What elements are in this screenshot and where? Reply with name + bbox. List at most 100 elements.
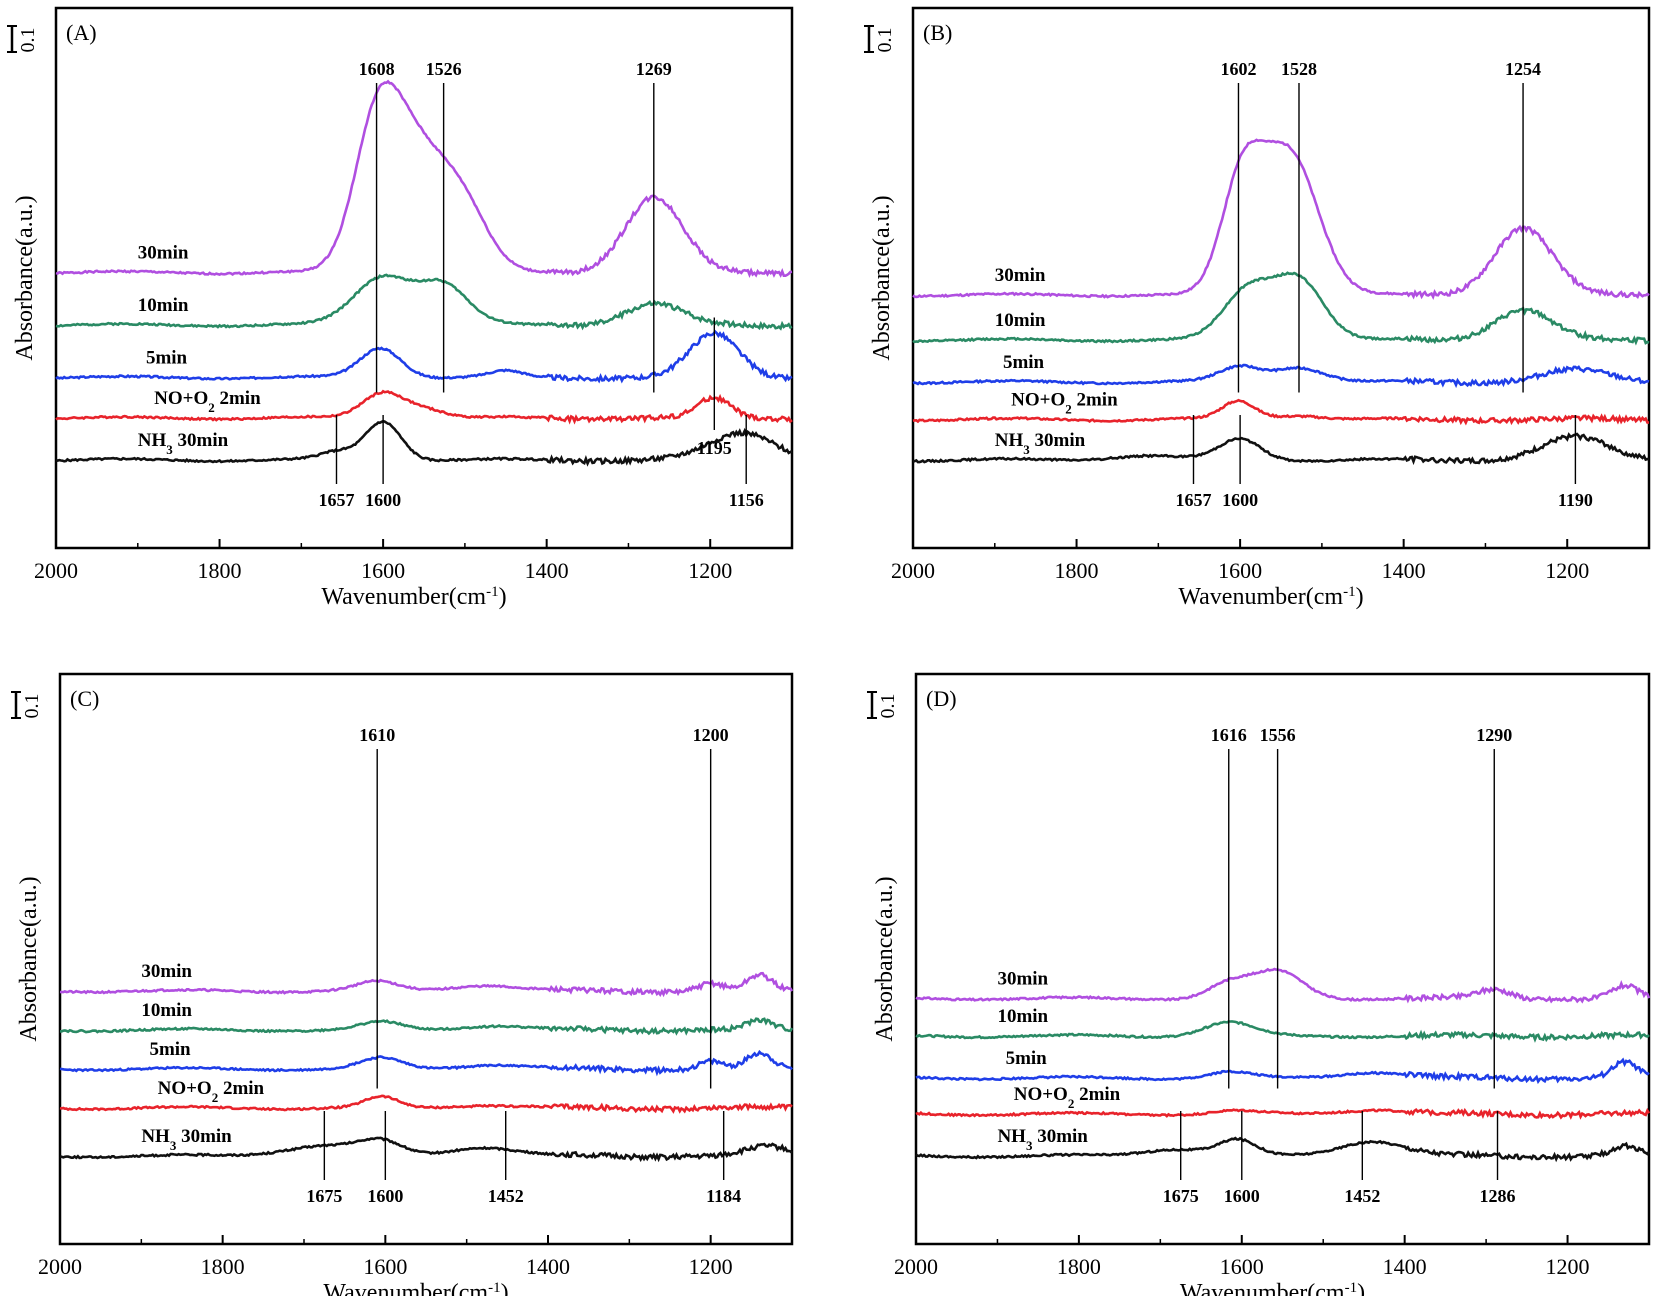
x-tick-label: 1800: [1055, 558, 1099, 583]
plot-frame: [914, 672, 1651, 1246]
x-tick-label: 1400: [526, 1254, 570, 1279]
series-label: NO+O2 2min: [1014, 1084, 1121, 1111]
series-label: 30min: [138, 243, 189, 264]
series-label: 5min: [149, 1039, 191, 1060]
peak-label: 1600: [1224, 1186, 1260, 1206]
x-axis-title: Wavenumber(cm-1): [1178, 584, 1363, 610]
scale-bar-label: 0.1: [17, 28, 39, 53]
plot-frame: [54, 6, 794, 550]
series-line-2: [912, 271, 1650, 346]
peak-label: 1184: [706, 1186, 741, 1206]
plot-frame: [58, 672, 794, 1246]
peak-label: 1200: [693, 725, 729, 745]
series-line-4: [59, 1094, 793, 1114]
x-tick-label: 2000: [34, 558, 78, 583]
series-label: 10min: [997, 1006, 1048, 1027]
peak-label: 1526: [426, 59, 462, 79]
series-label: NH3 30min: [995, 430, 1086, 457]
peak-label: 1616: [1211, 725, 1247, 745]
peak-label: 1602: [1220, 59, 1256, 79]
series-label: 5min: [1006, 1048, 1048, 1069]
series-label: 30min: [141, 961, 192, 982]
y-axis-title: Absorbance(a.u.): [12, 195, 38, 360]
x-tick-label: 1200: [688, 558, 732, 583]
series-line-5: [59, 1136, 793, 1163]
x-tick-label: 1800: [1057, 1254, 1101, 1279]
series-line-4: [915, 1107, 1651, 1120]
peak-label: 1190: [1558, 490, 1593, 510]
series-line-3: [912, 363, 1650, 389]
panel-label: (C): [70, 686, 99, 711]
peak-label: 1286: [1480, 1186, 1516, 1206]
series-label: 10min: [995, 310, 1046, 331]
series-line-1: [59, 971, 794, 998]
series-line-2: [55, 273, 793, 331]
x-tick-label: 1200: [1545, 558, 1589, 583]
x-tick-label: 1400: [1383, 1254, 1427, 1279]
series-line-4: [912, 398, 1650, 426]
peak-label: 1195: [697, 438, 732, 458]
series-line-1: [912, 138, 1650, 300]
peak-label: 1254: [1505, 59, 1541, 79]
x-tick-label: 1400: [1382, 558, 1426, 583]
x-tick-label: 2000: [38, 1254, 82, 1279]
series-line-2: [59, 1017, 794, 1036]
peak-label: 1528: [1281, 59, 1317, 79]
series-label: 10min: [138, 295, 189, 316]
peak-label: 1269: [636, 59, 672, 79]
series-label: NH3 30min: [138, 430, 229, 457]
panel-b: 2000 1800 1600 1400 1200 Wavenumber(cm-1) Abso…: [864, 6, 1651, 610]
panel-a: 2000 1800 1600 1400 1200 Wavenumber(cm-1) Abso…: [7, 6, 794, 610]
plot-frame: [911, 6, 1651, 550]
peak-label: 1452: [1344, 1186, 1380, 1206]
peak-label: 1556: [1260, 725, 1296, 745]
series-label: 5min: [146, 348, 188, 369]
series-line-5: [915, 1136, 1651, 1163]
panel-c: 2000 1800 1600 1400 1200 Wavenumber(cm-1) Abso…: [11, 672, 794, 1296]
x-tick-label: 1400: [525, 558, 569, 583]
series-line-2: [915, 1020, 1650, 1043]
y-axis-title: Absorbance(a.u.): [869, 195, 895, 360]
series-label: 30min: [995, 265, 1046, 286]
x-tick-label: 1600: [1220, 1254, 1264, 1279]
peak-label: 1290: [1476, 725, 1512, 745]
series-label: NH3 30min: [141, 1126, 232, 1153]
peak-label: 1600: [365, 490, 401, 510]
panel-label: (A): [66, 20, 97, 45]
y-axis-title: Absorbance(a.u.): [872, 876, 898, 1041]
x-tick-label: 1800: [201, 1254, 245, 1279]
series-line-3: [59, 1049, 793, 1077]
scale-bar-label: 0.1: [877, 694, 899, 719]
panel-label: (B): [923, 20, 952, 45]
x-tick-label: 1200: [689, 1254, 733, 1279]
series-label: 10min: [141, 1000, 192, 1021]
x-tick-label: 1600: [361, 558, 405, 583]
series-line-4: [55, 389, 793, 425]
peak-label: 1675: [306, 1186, 342, 1206]
series-line-5: [912, 432, 1650, 466]
x-tick-label: 2000: [894, 1254, 938, 1279]
peak-label: 1657: [318, 490, 354, 510]
series-label: NO+O2 2min: [1011, 390, 1118, 417]
series-line-1: [55, 79, 793, 278]
peak-label: 1156: [729, 490, 764, 510]
x-tick-label: 1800: [198, 558, 242, 583]
x-tick-label: 2000: [891, 558, 935, 583]
x-tick-label: 1600: [1218, 558, 1262, 583]
x-tick-label: 1600: [363, 1254, 407, 1279]
peak-label: 1675: [1163, 1186, 1199, 1206]
panel-d: 2000 1800 1600 1400 1200 Wavenumber(cm-1) Abso…: [867, 672, 1651, 1296]
series-line-5: [55, 419, 793, 467]
series-line-3: [55, 329, 793, 384]
x-axis-title: Wavenumber(cm-1): [323, 1280, 508, 1296]
series-label: NO+O2 2min: [154, 388, 261, 415]
x-axis-title: Wavenumber(cm-1): [1180, 1280, 1365, 1296]
x-axis-title: Wavenumber(cm-1): [321, 584, 506, 610]
series-label: 30min: [997, 969, 1048, 990]
peak-label: 1608: [359, 59, 395, 79]
series-label: NO+O2 2min: [158, 1078, 265, 1105]
series-label: 5min: [1003, 352, 1045, 373]
peak-label: 1452: [488, 1186, 524, 1206]
series-label: NH3 30min: [997, 1126, 1088, 1153]
